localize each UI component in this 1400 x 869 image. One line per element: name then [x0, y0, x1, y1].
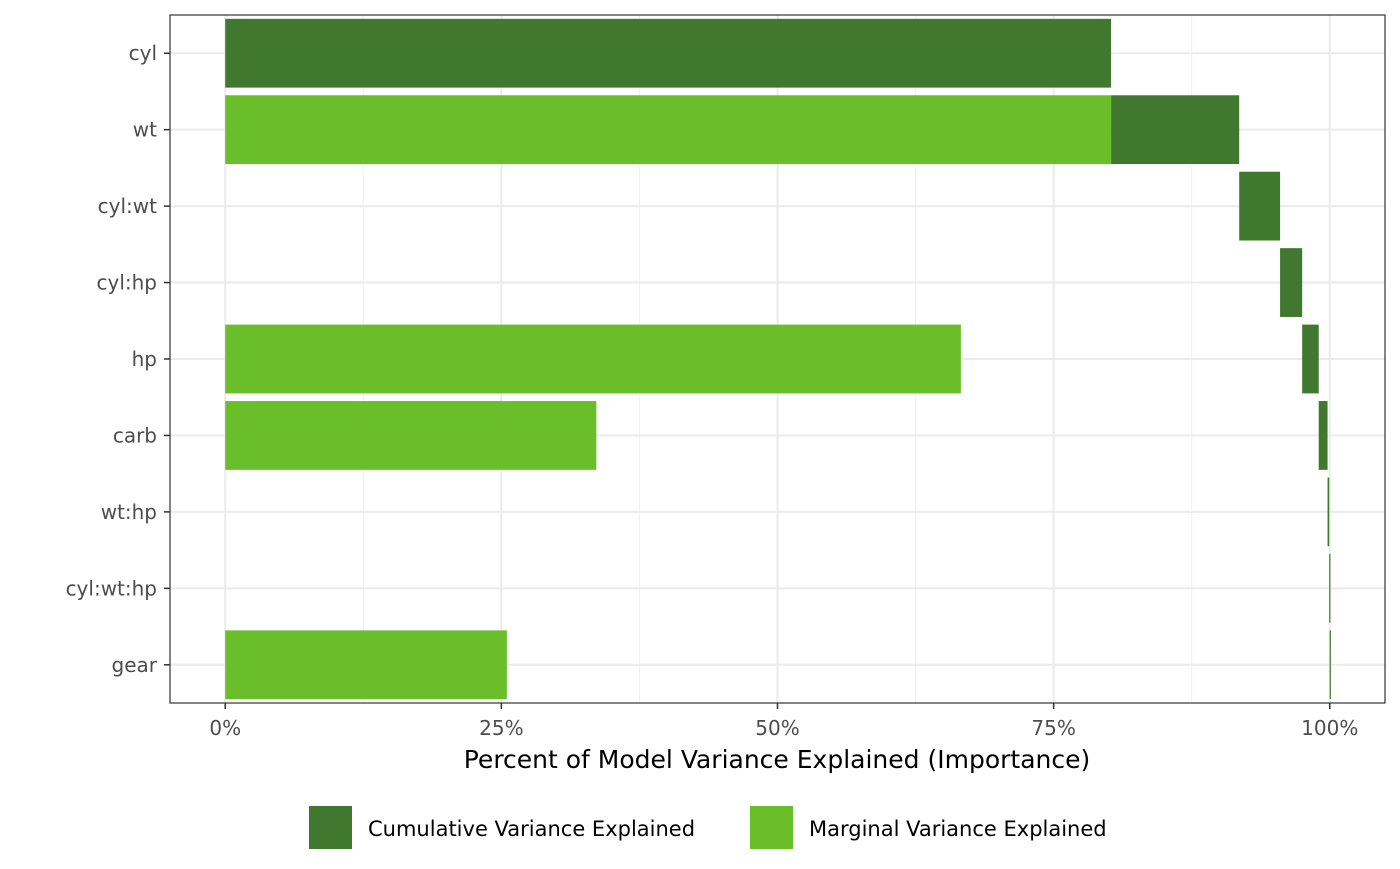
- cumulative-bar-cyl-wt: [1239, 171, 1281, 241]
- marginal-bar-hp: [225, 324, 961, 394]
- legend-key-marginal: [750, 806, 793, 849]
- legend-label-marginal: Marginal Variance Explained: [809, 817, 1107, 841]
- x-tick-label: 25%: [479, 716, 523, 740]
- x-tick-label: 100%: [1301, 716, 1358, 740]
- x-tick-label: 50%: [755, 716, 799, 740]
- legend-label-cumulative: Cumulative Variance Explained: [368, 817, 695, 841]
- cumulative-bar-hp: [1302, 324, 1319, 394]
- cumulative-bar-carb: [1318, 401, 1328, 470]
- y-tick-label: hp: [132, 347, 157, 371]
- y-tick-label: cyl:hp: [97, 271, 158, 295]
- x-axis-title: Percent of Model Variance Explained (Imp…: [464, 745, 1091, 774]
- cumulative-bar-wt: [1111, 95, 1240, 165]
- y-tick-label: cyl:wt: [98, 194, 157, 218]
- marginal-bar-carb: [225, 401, 597, 470]
- marginal-bar-wt: [225, 95, 1112, 165]
- cumulative-bar-wt-hp: [1327, 477, 1330, 547]
- y-tick-label: cyl:wt:hp: [66, 576, 157, 600]
- cumulative-bar-cyl-hp: [1280, 248, 1303, 317]
- y-tick-label: cyl: [129, 41, 157, 65]
- x-tick-label: 0%: [209, 716, 241, 740]
- y-tick-label: gear: [112, 653, 158, 677]
- cumulative-bar-cyl-wt-hp: [1329, 553, 1331, 623]
- legend: Cumulative Variance Explained Marginal Va…: [309, 806, 1107, 849]
- y-tick-label: wt:hp: [101, 500, 157, 524]
- y-tick-label: wt: [133, 118, 157, 142]
- cumulative-bar-gear: [1329, 630, 1331, 700]
- bars-layer: [225, 18, 1331, 700]
- y-tick-label: carb: [113, 423, 157, 447]
- legend-key-cumulative: [309, 806, 352, 849]
- cumulative-bar-cyl: [225, 18, 1112, 88]
- marginal-bar-gear: [225, 630, 507, 700]
- axis-layer: cyl wt cyl:wt cyl:hp hp carb wt:hp cyl:wt:hp gea…: [66, 41, 1359, 740]
- x-tick-label: 75%: [1031, 716, 1075, 740]
